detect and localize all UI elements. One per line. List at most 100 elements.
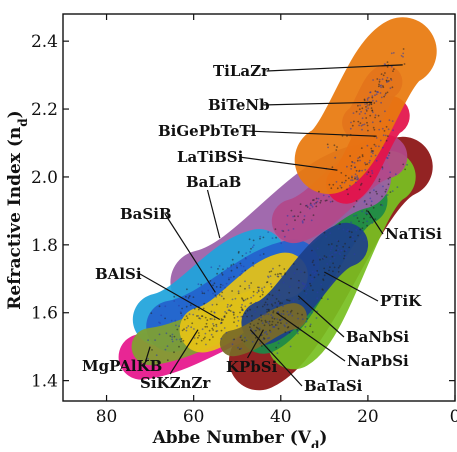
point bbox=[370, 151, 373, 154]
point bbox=[237, 346, 239, 349]
point bbox=[212, 323, 214, 325]
point bbox=[402, 48, 405, 50]
point bbox=[386, 135, 389, 138]
point bbox=[186, 317, 189, 320]
points-balab bbox=[197, 169, 363, 293]
point bbox=[355, 200, 358, 202]
point bbox=[215, 325, 218, 328]
leader-lines bbox=[139, 64, 403, 387]
point bbox=[378, 80, 381, 83]
point bbox=[191, 322, 194, 325]
point bbox=[230, 304, 233, 306]
point bbox=[323, 274, 326, 277]
point bbox=[351, 176, 353, 179]
point bbox=[243, 340, 246, 343]
point bbox=[303, 215, 306, 217]
point bbox=[236, 266, 239, 269]
point bbox=[384, 190, 387, 193]
point bbox=[319, 258, 321, 261]
point bbox=[348, 246, 351, 249]
point bbox=[388, 152, 391, 154]
point bbox=[196, 315, 198, 317]
point bbox=[403, 63, 406, 65]
point bbox=[366, 224, 368, 227]
point bbox=[301, 318, 304, 321]
point bbox=[279, 301, 282, 304]
point bbox=[248, 287, 251, 289]
point bbox=[365, 210, 368, 213]
point bbox=[370, 147, 373, 150]
point bbox=[329, 266, 331, 269]
point bbox=[305, 204, 307, 207]
point bbox=[354, 240, 356, 243]
point bbox=[263, 303, 266, 306]
point bbox=[343, 254, 346, 257]
point bbox=[369, 216, 372, 219]
point bbox=[241, 255, 244, 257]
point bbox=[320, 297, 323, 300]
point bbox=[331, 255, 334, 258]
point bbox=[325, 256, 328, 258]
point bbox=[261, 322, 264, 325]
point bbox=[378, 145, 380, 148]
point bbox=[263, 313, 266, 316]
point bbox=[244, 312, 247, 315]
point bbox=[361, 154, 364, 156]
point bbox=[230, 269, 233, 272]
point bbox=[303, 290, 306, 292]
point bbox=[186, 288, 188, 291]
point bbox=[368, 161, 371, 164]
point bbox=[359, 184, 362, 186]
point bbox=[387, 177, 390, 180]
point bbox=[219, 283, 222, 286]
point bbox=[304, 325, 307, 328]
point bbox=[391, 120, 394, 122]
point bbox=[212, 292, 215, 295]
point bbox=[325, 235, 327, 238]
point bbox=[392, 129, 394, 132]
point bbox=[237, 319, 240, 322]
point bbox=[278, 264, 281, 267]
point bbox=[262, 291, 264, 293]
point bbox=[220, 337, 223, 340]
leader-line-batasi bbox=[249, 329, 303, 387]
point bbox=[382, 185, 384, 188]
point bbox=[240, 272, 243, 275]
point bbox=[351, 124, 354, 127]
point bbox=[195, 342, 198, 345]
point bbox=[173, 300, 176, 302]
point bbox=[266, 308, 268, 311]
point bbox=[337, 266, 340, 269]
point bbox=[374, 145, 377, 148]
point bbox=[343, 250, 346, 253]
point bbox=[311, 249, 313, 252]
point bbox=[260, 312, 263, 314]
point bbox=[245, 252, 248, 255]
point bbox=[343, 181, 346, 184]
point bbox=[207, 289, 210, 292]
point bbox=[347, 229, 349, 231]
point bbox=[370, 200, 373, 203]
point bbox=[209, 280, 212, 282]
point bbox=[311, 331, 314, 333]
point bbox=[246, 297, 249, 300]
point bbox=[281, 302, 283, 305]
point bbox=[366, 163, 369, 166]
points-latibsi bbox=[292, 149, 391, 224]
point bbox=[380, 101, 382, 104]
point bbox=[356, 227, 359, 230]
point bbox=[378, 83, 380, 86]
point bbox=[352, 112, 355, 114]
point bbox=[229, 310, 232, 312]
point bbox=[330, 243, 333, 245]
point bbox=[377, 85, 380, 88]
point bbox=[302, 282, 304, 285]
point bbox=[341, 181, 343, 184]
point bbox=[158, 321, 160, 324]
point bbox=[310, 219, 313, 222]
point bbox=[372, 99, 374, 102]
point bbox=[221, 273, 224, 276]
leader-line-latibsi bbox=[239, 156, 338, 171]
point bbox=[246, 314, 249, 316]
point bbox=[158, 305, 161, 308]
